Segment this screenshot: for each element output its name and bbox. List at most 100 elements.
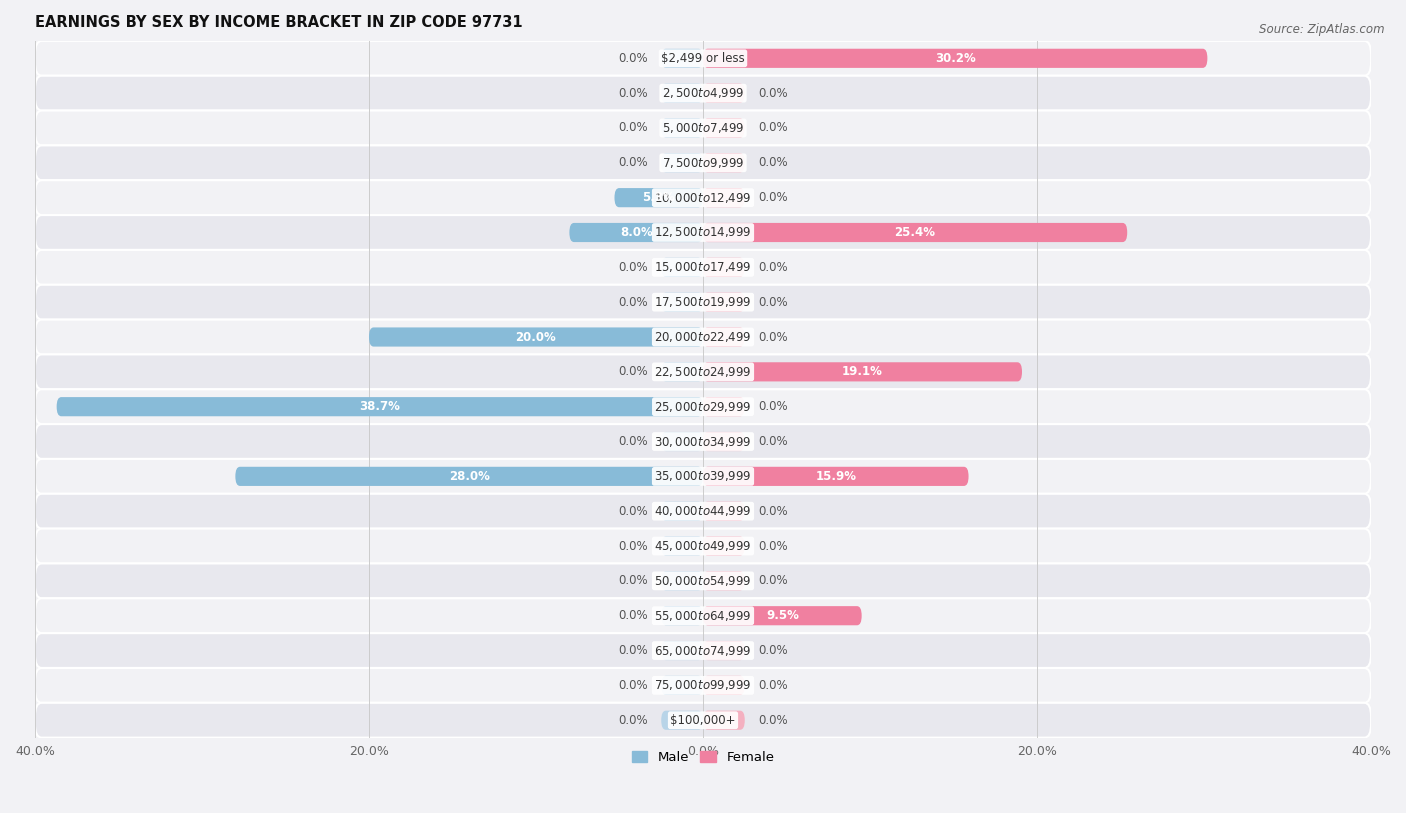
FancyBboxPatch shape bbox=[35, 633, 1371, 668]
Text: 0.0%: 0.0% bbox=[619, 679, 648, 692]
FancyBboxPatch shape bbox=[661, 537, 703, 555]
FancyBboxPatch shape bbox=[703, 153, 745, 172]
FancyBboxPatch shape bbox=[703, 49, 1208, 68]
Text: $20,000 to $22,499: $20,000 to $22,499 bbox=[654, 330, 752, 344]
Text: $65,000 to $74,999: $65,000 to $74,999 bbox=[654, 644, 752, 658]
FancyBboxPatch shape bbox=[703, 641, 745, 660]
FancyBboxPatch shape bbox=[614, 188, 703, 207]
Text: 0.0%: 0.0% bbox=[619, 52, 648, 65]
Text: 8.0%: 8.0% bbox=[620, 226, 652, 239]
Text: $12,500 to $14,999: $12,500 to $14,999 bbox=[654, 225, 752, 240]
FancyBboxPatch shape bbox=[661, 119, 703, 137]
FancyBboxPatch shape bbox=[35, 424, 1371, 459]
FancyBboxPatch shape bbox=[661, 676, 703, 695]
Text: $100,000+: $100,000+ bbox=[671, 714, 735, 727]
Text: 0.0%: 0.0% bbox=[758, 296, 787, 309]
FancyBboxPatch shape bbox=[35, 459, 1371, 493]
FancyBboxPatch shape bbox=[703, 711, 745, 730]
FancyBboxPatch shape bbox=[35, 389, 1371, 424]
FancyBboxPatch shape bbox=[35, 285, 1371, 320]
FancyBboxPatch shape bbox=[661, 572, 703, 590]
FancyBboxPatch shape bbox=[35, 215, 1371, 250]
Text: EARNINGS BY SEX BY INCOME BRACKET IN ZIP CODE 97731: EARNINGS BY SEX BY INCOME BRACKET IN ZIP… bbox=[35, 15, 523, 30]
FancyBboxPatch shape bbox=[35, 146, 1371, 180]
Text: 0.0%: 0.0% bbox=[758, 714, 787, 727]
Text: 0.0%: 0.0% bbox=[758, 644, 787, 657]
FancyBboxPatch shape bbox=[569, 223, 703, 242]
Text: 0.0%: 0.0% bbox=[619, 714, 648, 727]
FancyBboxPatch shape bbox=[661, 84, 703, 102]
FancyBboxPatch shape bbox=[703, 676, 745, 695]
Text: 0.0%: 0.0% bbox=[619, 435, 648, 448]
Text: $35,000 to $39,999: $35,000 to $39,999 bbox=[654, 469, 752, 484]
Text: 0.0%: 0.0% bbox=[619, 121, 648, 134]
Text: 0.0%: 0.0% bbox=[619, 540, 648, 553]
FancyBboxPatch shape bbox=[235, 467, 703, 486]
FancyBboxPatch shape bbox=[35, 528, 1371, 563]
Text: 0.0%: 0.0% bbox=[619, 87, 648, 100]
Text: $55,000 to $64,999: $55,000 to $64,999 bbox=[654, 609, 752, 623]
Text: 20.0%: 20.0% bbox=[516, 331, 557, 344]
Text: 0.0%: 0.0% bbox=[619, 296, 648, 309]
FancyBboxPatch shape bbox=[703, 84, 745, 102]
FancyBboxPatch shape bbox=[703, 328, 745, 346]
Text: 0.0%: 0.0% bbox=[758, 540, 787, 553]
FancyBboxPatch shape bbox=[35, 563, 1371, 598]
FancyBboxPatch shape bbox=[661, 293, 703, 311]
Text: 0.0%: 0.0% bbox=[619, 644, 648, 657]
Text: $17,500 to $19,999: $17,500 to $19,999 bbox=[654, 295, 752, 309]
FancyBboxPatch shape bbox=[35, 493, 1371, 528]
Text: 0.0%: 0.0% bbox=[758, 87, 787, 100]
FancyBboxPatch shape bbox=[703, 502, 745, 521]
FancyBboxPatch shape bbox=[35, 180, 1371, 215]
Text: 30.2%: 30.2% bbox=[935, 52, 976, 65]
Text: 19.1%: 19.1% bbox=[842, 365, 883, 378]
FancyBboxPatch shape bbox=[703, 363, 1022, 381]
FancyBboxPatch shape bbox=[703, 293, 745, 311]
Text: 5.3%: 5.3% bbox=[643, 191, 675, 204]
Text: 0.0%: 0.0% bbox=[758, 574, 787, 587]
FancyBboxPatch shape bbox=[35, 598, 1371, 633]
Text: 0.0%: 0.0% bbox=[758, 679, 787, 692]
Text: 0.0%: 0.0% bbox=[619, 156, 648, 169]
Text: 25.4%: 25.4% bbox=[894, 226, 935, 239]
Text: $5,000 to $7,499: $5,000 to $7,499 bbox=[662, 121, 744, 135]
FancyBboxPatch shape bbox=[661, 49, 703, 68]
FancyBboxPatch shape bbox=[703, 397, 745, 416]
Text: $2,500 to $4,999: $2,500 to $4,999 bbox=[662, 86, 744, 100]
FancyBboxPatch shape bbox=[368, 328, 703, 346]
FancyBboxPatch shape bbox=[703, 572, 745, 590]
Text: $10,000 to $12,499: $10,000 to $12,499 bbox=[654, 191, 752, 205]
FancyBboxPatch shape bbox=[703, 223, 1128, 242]
Text: 0.0%: 0.0% bbox=[758, 121, 787, 134]
Text: 28.0%: 28.0% bbox=[449, 470, 489, 483]
FancyBboxPatch shape bbox=[703, 537, 745, 555]
FancyBboxPatch shape bbox=[35, 41, 1371, 76]
Text: $50,000 to $54,999: $50,000 to $54,999 bbox=[654, 574, 752, 588]
Text: 0.0%: 0.0% bbox=[758, 156, 787, 169]
Text: 0.0%: 0.0% bbox=[758, 400, 787, 413]
FancyBboxPatch shape bbox=[703, 258, 745, 277]
FancyBboxPatch shape bbox=[703, 467, 969, 486]
FancyBboxPatch shape bbox=[703, 188, 745, 207]
FancyBboxPatch shape bbox=[35, 354, 1371, 389]
Text: 38.7%: 38.7% bbox=[360, 400, 401, 413]
Text: 0.0%: 0.0% bbox=[758, 505, 787, 518]
Text: 0.0%: 0.0% bbox=[758, 435, 787, 448]
Text: $25,000 to $29,999: $25,000 to $29,999 bbox=[654, 400, 752, 414]
FancyBboxPatch shape bbox=[56, 397, 703, 416]
FancyBboxPatch shape bbox=[35, 76, 1371, 111]
FancyBboxPatch shape bbox=[661, 711, 703, 730]
Text: 0.0%: 0.0% bbox=[758, 191, 787, 204]
FancyBboxPatch shape bbox=[703, 606, 862, 625]
FancyBboxPatch shape bbox=[35, 668, 1371, 702]
FancyBboxPatch shape bbox=[703, 432, 745, 451]
FancyBboxPatch shape bbox=[35, 250, 1371, 285]
FancyBboxPatch shape bbox=[661, 363, 703, 381]
FancyBboxPatch shape bbox=[35, 702, 1371, 737]
FancyBboxPatch shape bbox=[703, 119, 745, 137]
Text: $30,000 to $34,999: $30,000 to $34,999 bbox=[654, 434, 752, 449]
Text: 0.0%: 0.0% bbox=[758, 261, 787, 274]
Text: $75,000 to $99,999: $75,000 to $99,999 bbox=[654, 678, 752, 693]
FancyBboxPatch shape bbox=[661, 258, 703, 277]
